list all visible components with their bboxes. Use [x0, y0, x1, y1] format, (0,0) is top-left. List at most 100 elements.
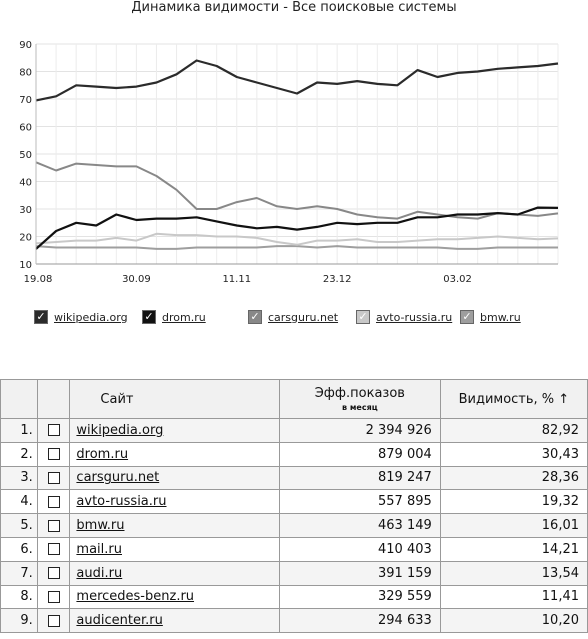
- row-visibility: 19,32: [439, 489, 588, 515]
- header-visibility[interactable]: Видимость, % ↑: [439, 379, 588, 419]
- y-tick-label: 80: [19, 68, 32, 79]
- series-line-carsguru-net: [35, 161, 559, 220]
- row-number: 7.: [0, 560, 38, 586]
- row-select-cell: [36, 489, 71, 515]
- row-visibility: 11,41: [439, 584, 588, 610]
- legend-item-wikipedia-org[interactable]: ✓ wikipedia.org: [34, 310, 128, 324]
- row-number: 4.: [0, 489, 38, 515]
- row-visibility: 16,01: [439, 513, 588, 538]
- series-line-avto-russia-ru: [35, 232, 559, 246]
- row-checkbox[interactable]: [47, 519, 60, 532]
- row-number: 2.: [0, 441, 38, 467]
- site-link[interactable]: audi.ru: [76, 565, 123, 581]
- chart-grid: [35, 43, 559, 265]
- row-site-cell: carsguru.net: [69, 465, 280, 491]
- visibility-line-chart: 10 20 30 40 50 60 70 80 90 19.08 30.09 11.11 23.12 03…: [19, 40, 559, 285]
- row-shows: 329 559: [278, 584, 441, 610]
- row-shows: 2 394 926: [278, 418, 441, 443]
- legend-checkbox-icon[interactable]: ✓: [142, 310, 156, 324]
- row-checkbox[interactable]: [47, 614, 60, 627]
- row-checkbox[interactable]: [47, 590, 60, 603]
- y-tick-label: 60: [19, 123, 32, 134]
- row-checkbox[interactable]: [47, 471, 60, 484]
- chart-title: Динамика видимости - Все поисковые систе…: [131, 0, 457, 15]
- row-number: 6.: [0, 536, 38, 562]
- table-row: 6. mail.ru 410 403 14,21: [0, 536, 588, 562]
- row-number: 9.: [0, 608, 38, 634]
- table-row: 2. drom.ru 879 004 30,43: [0, 441, 588, 467]
- site-link[interactable]: drom.ru: [76, 446, 129, 462]
- series-line-drom-ru: [35, 206, 559, 250]
- legend-item-drom-ru[interactable]: ✓ drom.ru: [142, 310, 206, 324]
- legend-label: drom.ru: [162, 310, 206, 324]
- row-visibility: 10,20: [439, 608, 588, 634]
- header-shows-label: Эфф.показов: [314, 386, 405, 401]
- legend-item-carsguru-net[interactable]: ✓ carsguru.net: [248, 310, 338, 324]
- row-site-cell: mail.ru: [69, 536, 280, 562]
- series-line-bmw-ru: [35, 245, 558, 250]
- legend-label: wikipedia.org: [54, 310, 128, 324]
- legend-checkbox-icon[interactable]: ✓: [356, 310, 370, 324]
- row-site-cell: mercedes-benz.ru: [69, 584, 280, 610]
- legend-item-bmw-ru[interactable]: ✓ bmw.ru: [460, 310, 521, 324]
- row-checkbox[interactable]: [47, 448, 60, 461]
- table-row: 9. audicenter.ru 294 633 10,20: [0, 608, 588, 634]
- x-tick-label: 30.09: [122, 274, 151, 285]
- legend-checkbox-icon[interactable]: ✓: [460, 310, 474, 324]
- row-visibility: 82,92: [439, 418, 588, 443]
- row-checkbox[interactable]: [47, 495, 60, 508]
- legend-label: avto-russia.ru: [376, 310, 453, 324]
- row-select-cell: [36, 608, 71, 634]
- row-shows: 557 895: [278, 489, 441, 515]
- y-tick-label: 50: [19, 150, 32, 161]
- row-shows: 410 403: [278, 536, 441, 562]
- site-link[interactable]: carsguru.net: [76, 470, 160, 486]
- row-number: 5.: [0, 513, 38, 538]
- row-select-cell: [36, 441, 71, 467]
- row-checkbox[interactable]: [47, 567, 60, 580]
- site-link[interactable]: mail.ru: [76, 541, 122, 557]
- site-link[interactable]: audicenter.ru: [76, 613, 163, 629]
- row-number: 8.: [0, 584, 38, 610]
- y-tick-label: 40: [19, 178, 32, 189]
- sites-table-container: Сайт Эфф.показов в месяц Видимость, % ↑ …: [0, 379, 588, 634]
- sites-table: Сайт Эфф.показов в месяц Видимость, % ↑ …: [0, 379, 588, 634]
- x-tick-label: 23.12: [323, 274, 352, 285]
- row-shows: 819 247: [278, 465, 441, 491]
- table-row: 5. bmw.ru 463 149 16,01: [0, 513, 588, 538]
- row-site-cell: bmw.ru: [69, 513, 280, 538]
- row-select-cell: [36, 584, 71, 610]
- table-header-row: Сайт Эфф.показов в месяц Видимость, % ↑: [0, 379, 588, 419]
- table-row: 1. wikipedia.org 2 394 926 82,92: [0, 418, 588, 443]
- legend-checkbox-icon[interactable]: ✓: [34, 310, 48, 324]
- row-site-cell: avto-russia.ru: [69, 489, 280, 515]
- row-number: 1.: [0, 418, 38, 443]
- row-visibility: 13,54: [439, 560, 588, 586]
- y-tick-label: 90: [19, 40, 32, 51]
- header-number: [0, 379, 38, 419]
- legend-item-avto-russia-ru[interactable]: ✓ avto-russia.ru: [356, 310, 452, 324]
- site-link[interactable]: mercedes-benz.ru: [76, 589, 195, 605]
- site-link[interactable]: bmw.ru: [76, 518, 125, 534]
- header-shows[interactable]: Эфф.показов в месяц: [278, 379, 441, 419]
- y-tick-label: 70: [19, 95, 32, 106]
- table-row: 4. avto-russia.ru 557 895 19,32: [0, 489, 588, 515]
- row-shows: 294 633: [278, 608, 441, 634]
- row-site-cell: audicenter.ru: [69, 608, 280, 634]
- row-checkbox[interactable]: [47, 543, 60, 556]
- x-tick-label: 03.02: [443, 274, 472, 285]
- row-visibility: 30,43: [439, 441, 588, 467]
- legend-checkbox-icon[interactable]: ✓: [248, 310, 262, 324]
- series-line-wikipedia-org: [35, 59, 559, 102]
- header-select: [36, 379, 71, 419]
- site-link[interactable]: avto-russia.ru: [76, 494, 167, 510]
- row-checkbox[interactable]: [47, 424, 60, 437]
- chart-legend: ✓ wikipedia.org ✓ drom.ru ✓ carsguru.net ✓ avto…: [0, 310, 588, 334]
- y-tick-label: 10: [19, 260, 32, 271]
- row-shows: 879 004: [278, 441, 441, 467]
- chart-axes: 10 20 30 40 50 60 70 80 90 19.08 30.09 11.11 23.12 03…: [19, 40, 558, 285]
- x-tick-label: 19.08: [24, 274, 53, 285]
- header-site[interactable]: Сайт: [69, 379, 280, 419]
- x-tick-label: 11.11: [222, 274, 251, 285]
- site-link[interactable]: wikipedia.org: [76, 422, 164, 438]
